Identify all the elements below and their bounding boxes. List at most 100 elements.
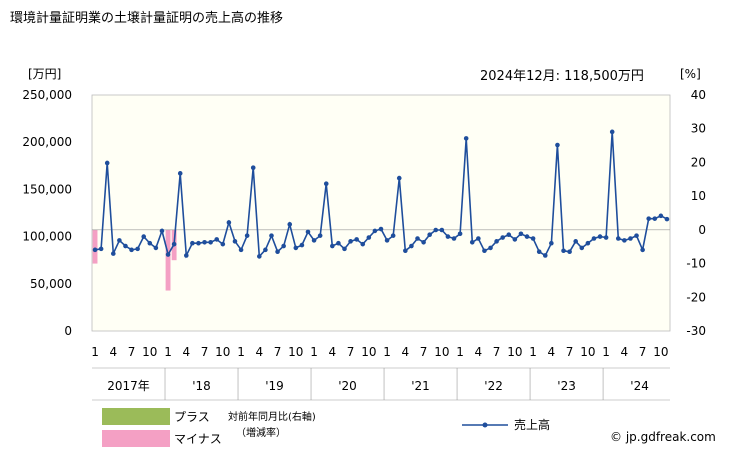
sales-point: [232, 239, 238, 244]
sales-point: [147, 240, 153, 246]
sales-point: [530, 236, 536, 241]
sales-point: [451, 236, 457, 241]
sales-point: [348, 239, 353, 244]
year-label: '19: [265, 379, 284, 393]
x-axis-month-ticks: 1 4 7 10 1 4 7 10 1 4 7 10 1 4 7 10 1 4 7 10 1 4 7 10 1 4 7 10 1 4 7 10: [91, 345, 670, 401]
x-tick-label: 4: [548, 345, 556, 359]
left-tick-label: 100,000: [22, 230, 72, 244]
sales-point: [141, 234, 147, 239]
sales-point: [378, 226, 384, 232]
sales-point: [177, 171, 183, 176]
sales-point: [561, 248, 566, 254]
sales-point: [658, 213, 664, 219]
sales-point: [518, 231, 524, 237]
legend-minus-swatch: [102, 430, 170, 447]
sales-point: [293, 245, 299, 251]
x-tick-label: 7: [566, 345, 574, 359]
x-tick-label: 10: [361, 345, 376, 359]
sales-point: [244, 233, 250, 238]
sales-point: [372, 228, 378, 234]
x-tick-label: 1: [164, 345, 172, 359]
legend-plus-swatch: [102, 408, 170, 425]
sales-point: [445, 234, 451, 239]
right-tick-label: 20: [691, 155, 706, 169]
sales-point: [214, 237, 220, 242]
right-tick-label: -20: [686, 290, 706, 304]
x-tick-label: 4: [182, 345, 190, 359]
x-tick-label: 10: [653, 345, 668, 359]
sales-point: [92, 247, 98, 253]
x-tick-label: 7: [128, 345, 136, 359]
legend-plus-label: プラス: [174, 410, 210, 424]
sales-point: [202, 239, 207, 245]
year-label: '24: [630, 379, 649, 393]
sales-point: [366, 235, 372, 240]
right-tick-label: 0: [698, 223, 706, 237]
sales-point: [117, 238, 122, 243]
sales-point: [123, 243, 128, 249]
sales-point: [634, 233, 639, 238]
year-label: 2017年: [107, 379, 150, 393]
right-axis-ticks: -30 -20 -10 0 10 20 30 40: [686, 88, 706, 338]
left-axis-ticks: 0 50,000 100,000 150,000 200,000 250,000: [22, 88, 72, 338]
sales-point: [384, 238, 390, 243]
sales-point: [98, 246, 104, 252]
sales-point: [615, 236, 621, 241]
sales-point: [555, 142, 560, 148]
sales-point: [220, 241, 226, 247]
plot-area: [91, 94, 671, 332]
x-tick-label: 10: [142, 345, 157, 359]
sales-point: [476, 236, 481, 241]
sales-point: [567, 249, 572, 255]
sales-point: [354, 237, 359, 242]
x-axis-year-labels: 2017年 '18 '19 '20 '21 '22 '23 '24: [107, 379, 649, 393]
sales-point: [652, 216, 658, 221]
sales-point: [549, 240, 554, 246]
latest-note: 2024年12月: 118,500万円: [480, 69, 644, 84]
sales-point: [184, 253, 189, 258]
right-tick-label: -10: [686, 257, 706, 271]
x-tick-label: 7: [493, 345, 501, 359]
sales-point: [640, 247, 645, 253]
sales-point: [664, 216, 670, 222]
year-label: '21: [411, 379, 430, 393]
x-tick-label: 10: [215, 345, 230, 359]
x-tick-label: 4: [402, 345, 410, 359]
x-tick-label: 10: [434, 345, 449, 359]
x-tick-label: 7: [274, 345, 282, 359]
footer-credit: © jp.gdfreak.com: [610, 430, 716, 444]
x-tick-label: 4: [109, 345, 117, 359]
right-tick-label: 30: [691, 122, 706, 136]
sales-point: [281, 243, 286, 249]
sales-point: [330, 243, 335, 249]
sales-point: [488, 245, 493, 251]
sales-point: [299, 242, 305, 248]
year-label: '23: [557, 379, 576, 393]
sales-point: [494, 239, 499, 244]
sales-point: [439, 227, 445, 233]
x-tick-label: 7: [347, 345, 355, 359]
sales-point: [390, 233, 396, 238]
left-tick-label: 250,000: [22, 88, 72, 102]
x-tick-label: 10: [507, 345, 522, 359]
sales-point: [238, 247, 244, 253]
sales-point: [257, 254, 262, 259]
right-tick-label: 10: [691, 189, 706, 203]
sales-point: [609, 129, 615, 135]
x-tick-label: 4: [329, 345, 337, 359]
left-axis-unit: [万円]: [28, 67, 61, 81]
sales-point: [171, 241, 177, 247]
sales-point: [628, 236, 633, 241]
sales-point: [305, 229, 311, 235]
sales-point: [190, 240, 195, 246]
sales-point: [506, 232, 512, 238]
sales-point: [603, 235, 609, 240]
sales-point: [482, 248, 487, 254]
sales-point: [263, 247, 268, 253]
sales-point: [336, 240, 341, 246]
sales-point: [512, 237, 518, 242]
sales-points: [92, 129, 670, 259]
year-label: '22: [484, 379, 503, 393]
sales-point: [427, 232, 432, 238]
